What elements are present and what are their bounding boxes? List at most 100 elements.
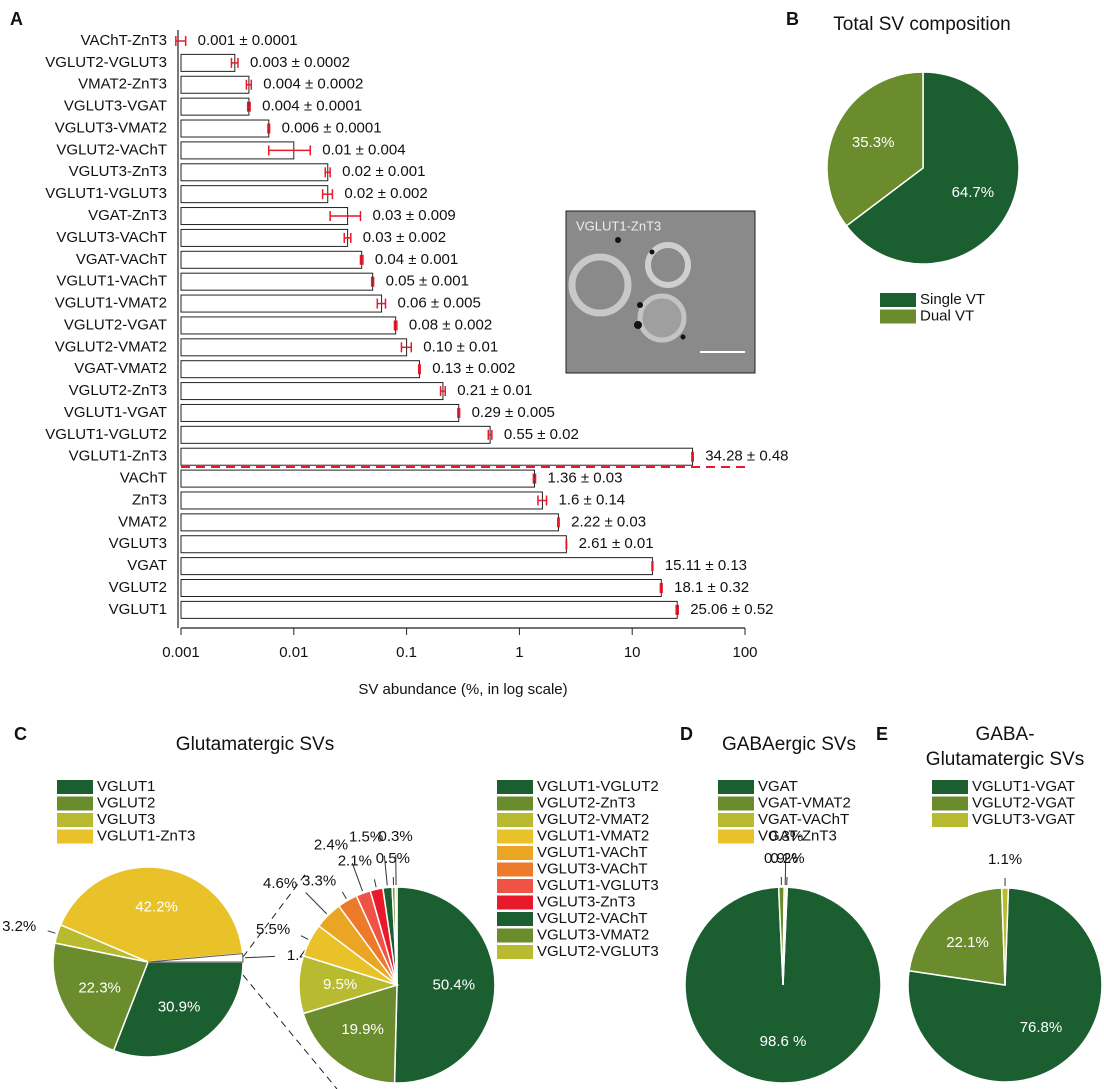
legend-label: VGLUT2-VGAT [972,794,1075,811]
value-label: 0.01 ± 0.004 [322,141,405,158]
y-tick-label: VAChT [120,470,167,487]
chart-title: GABA- [975,724,1034,745]
x-axis-label: SV abundance (%, in log scale) [358,681,567,698]
value-label: 0.003 ± 0.0002 [250,54,350,71]
zoom-line [242,871,308,958]
bar [180,403,460,422]
panel-label: A [10,9,23,29]
legend-label: VGLUT1-VMAT2 [537,827,649,844]
error-bar [691,451,694,462]
value-label: 0.006 ± 0.0001 [282,119,382,136]
legend-swatch [497,796,533,811]
slice-label: 35.3% [852,134,895,151]
legend-swatch [497,813,533,827]
y-tick-label: VGLUT3-VMAT2 [55,119,167,136]
legend-swatch [497,895,533,910]
bar [180,53,236,72]
x-tick-label: 10 [624,644,641,661]
error-bar [245,79,253,90]
pie-slice [908,887,1006,986]
error-bar [651,561,654,572]
pie-slice [393,886,496,1084]
x-tick-label: 0.1 [396,644,417,661]
slice-label: 3.2% [2,918,36,935]
slice-label: 0.3% [769,828,803,845]
legend-label: VGLUT2-VMAT2 [537,811,649,828]
legend-swatch [497,846,533,860]
legend-swatch [497,928,533,943]
y-tick-label: VGLUT1-VGLUT2 [45,426,167,443]
chart-title: Glutamatergic SVs [176,734,334,755]
legend-swatch [57,813,93,827]
y-tick-label: VGLUT2 [109,579,167,596]
legend-swatch [497,780,533,794]
legend-swatch [880,309,916,324]
slice-label: 19.9% [341,1021,384,1038]
pie-slice [394,886,398,986]
panel-label: D [680,724,693,744]
error-bar [557,517,560,528]
legend-label: VGLUT2 [97,794,155,811]
bar [180,316,397,335]
value-label: 18.1 ± 0.32 [674,579,749,596]
legend-swatch [932,813,968,827]
slice-label: 0.3% [379,828,413,845]
leader-line [784,855,787,886]
chart-title: Total SV composition [833,14,1010,35]
y-tick-label: VGAT-VMAT2 [74,360,167,377]
error-bar [246,101,251,112]
legend-label: VGLUT1-VGAT [972,778,1075,795]
slice-label: 2.4% [314,837,348,854]
value-label: 15.11 ± 0.13 [665,557,747,574]
error-bar [532,473,537,484]
slice-label: 5.5% [256,921,290,938]
legend-swatch [497,879,533,893]
slice-label: 42.2% [135,899,178,916]
y-tick-label: VMAT2 [118,513,167,530]
y-tick-label: VGLUT2-ZnT3 [69,382,167,399]
legend-label: VGLUT1-ZnT3 [97,827,195,844]
y-tick-label: VGLUT2-VGLUT3 [45,54,167,71]
y-tick-label: VGAT-VAChT [76,251,167,268]
chart-title: GABAergic SVs [722,734,856,755]
error-bar [417,364,421,375]
chart-title: Glutamatergic SVs [926,749,1084,770]
y-tick-label: VGLUT2-VAChT [56,141,167,158]
error-bar [267,123,271,134]
slice-label: 22.3% [78,979,121,996]
pie-slice [845,71,1020,265]
leader-line [341,891,347,900]
error-bar [659,583,663,593]
legend-swatch [497,912,533,926]
y-tick-label: VAChT-ZnT3 [81,32,167,49]
value-label: 1.6 ± 0.14 [559,491,626,508]
legend-label: VGLUT1-VGLUT3 [537,877,659,894]
slice-label: 64.7% [952,184,995,201]
error-bar [675,604,679,615]
error-bar [537,495,548,506]
x-tick-label: 100 [732,644,757,661]
error-bar [321,189,334,200]
error-bar [457,407,461,418]
legend-swatch [57,796,93,811]
panel-label: C [14,724,27,744]
zoom-line [242,974,338,1089]
value-label: 0.29 ± 0.005 [472,404,555,421]
leader-line [300,935,309,940]
legend-label: VGLUT2-ZnT3 [537,794,635,811]
bar [180,75,250,94]
bar [180,469,535,488]
bar [180,513,559,532]
slice-label: 76.8% [1020,1019,1063,1036]
error-bar [400,342,413,353]
value-label: 0.05 ± 0.001 [386,273,469,290]
legend-label: VGAT-VAChT [758,811,849,828]
slice-label: 98.6 % [760,1033,807,1050]
legend-label: VGLUT1-VGLUT2 [537,778,659,795]
slice-label: 1.1% [988,851,1022,868]
y-tick-label: VGLUT1-VGAT [64,404,167,421]
error-bar [376,298,387,309]
legend-label: VGLUT3-VGAT [972,811,1075,828]
slice-label: 4.6% [263,875,297,892]
bar [180,557,653,576]
